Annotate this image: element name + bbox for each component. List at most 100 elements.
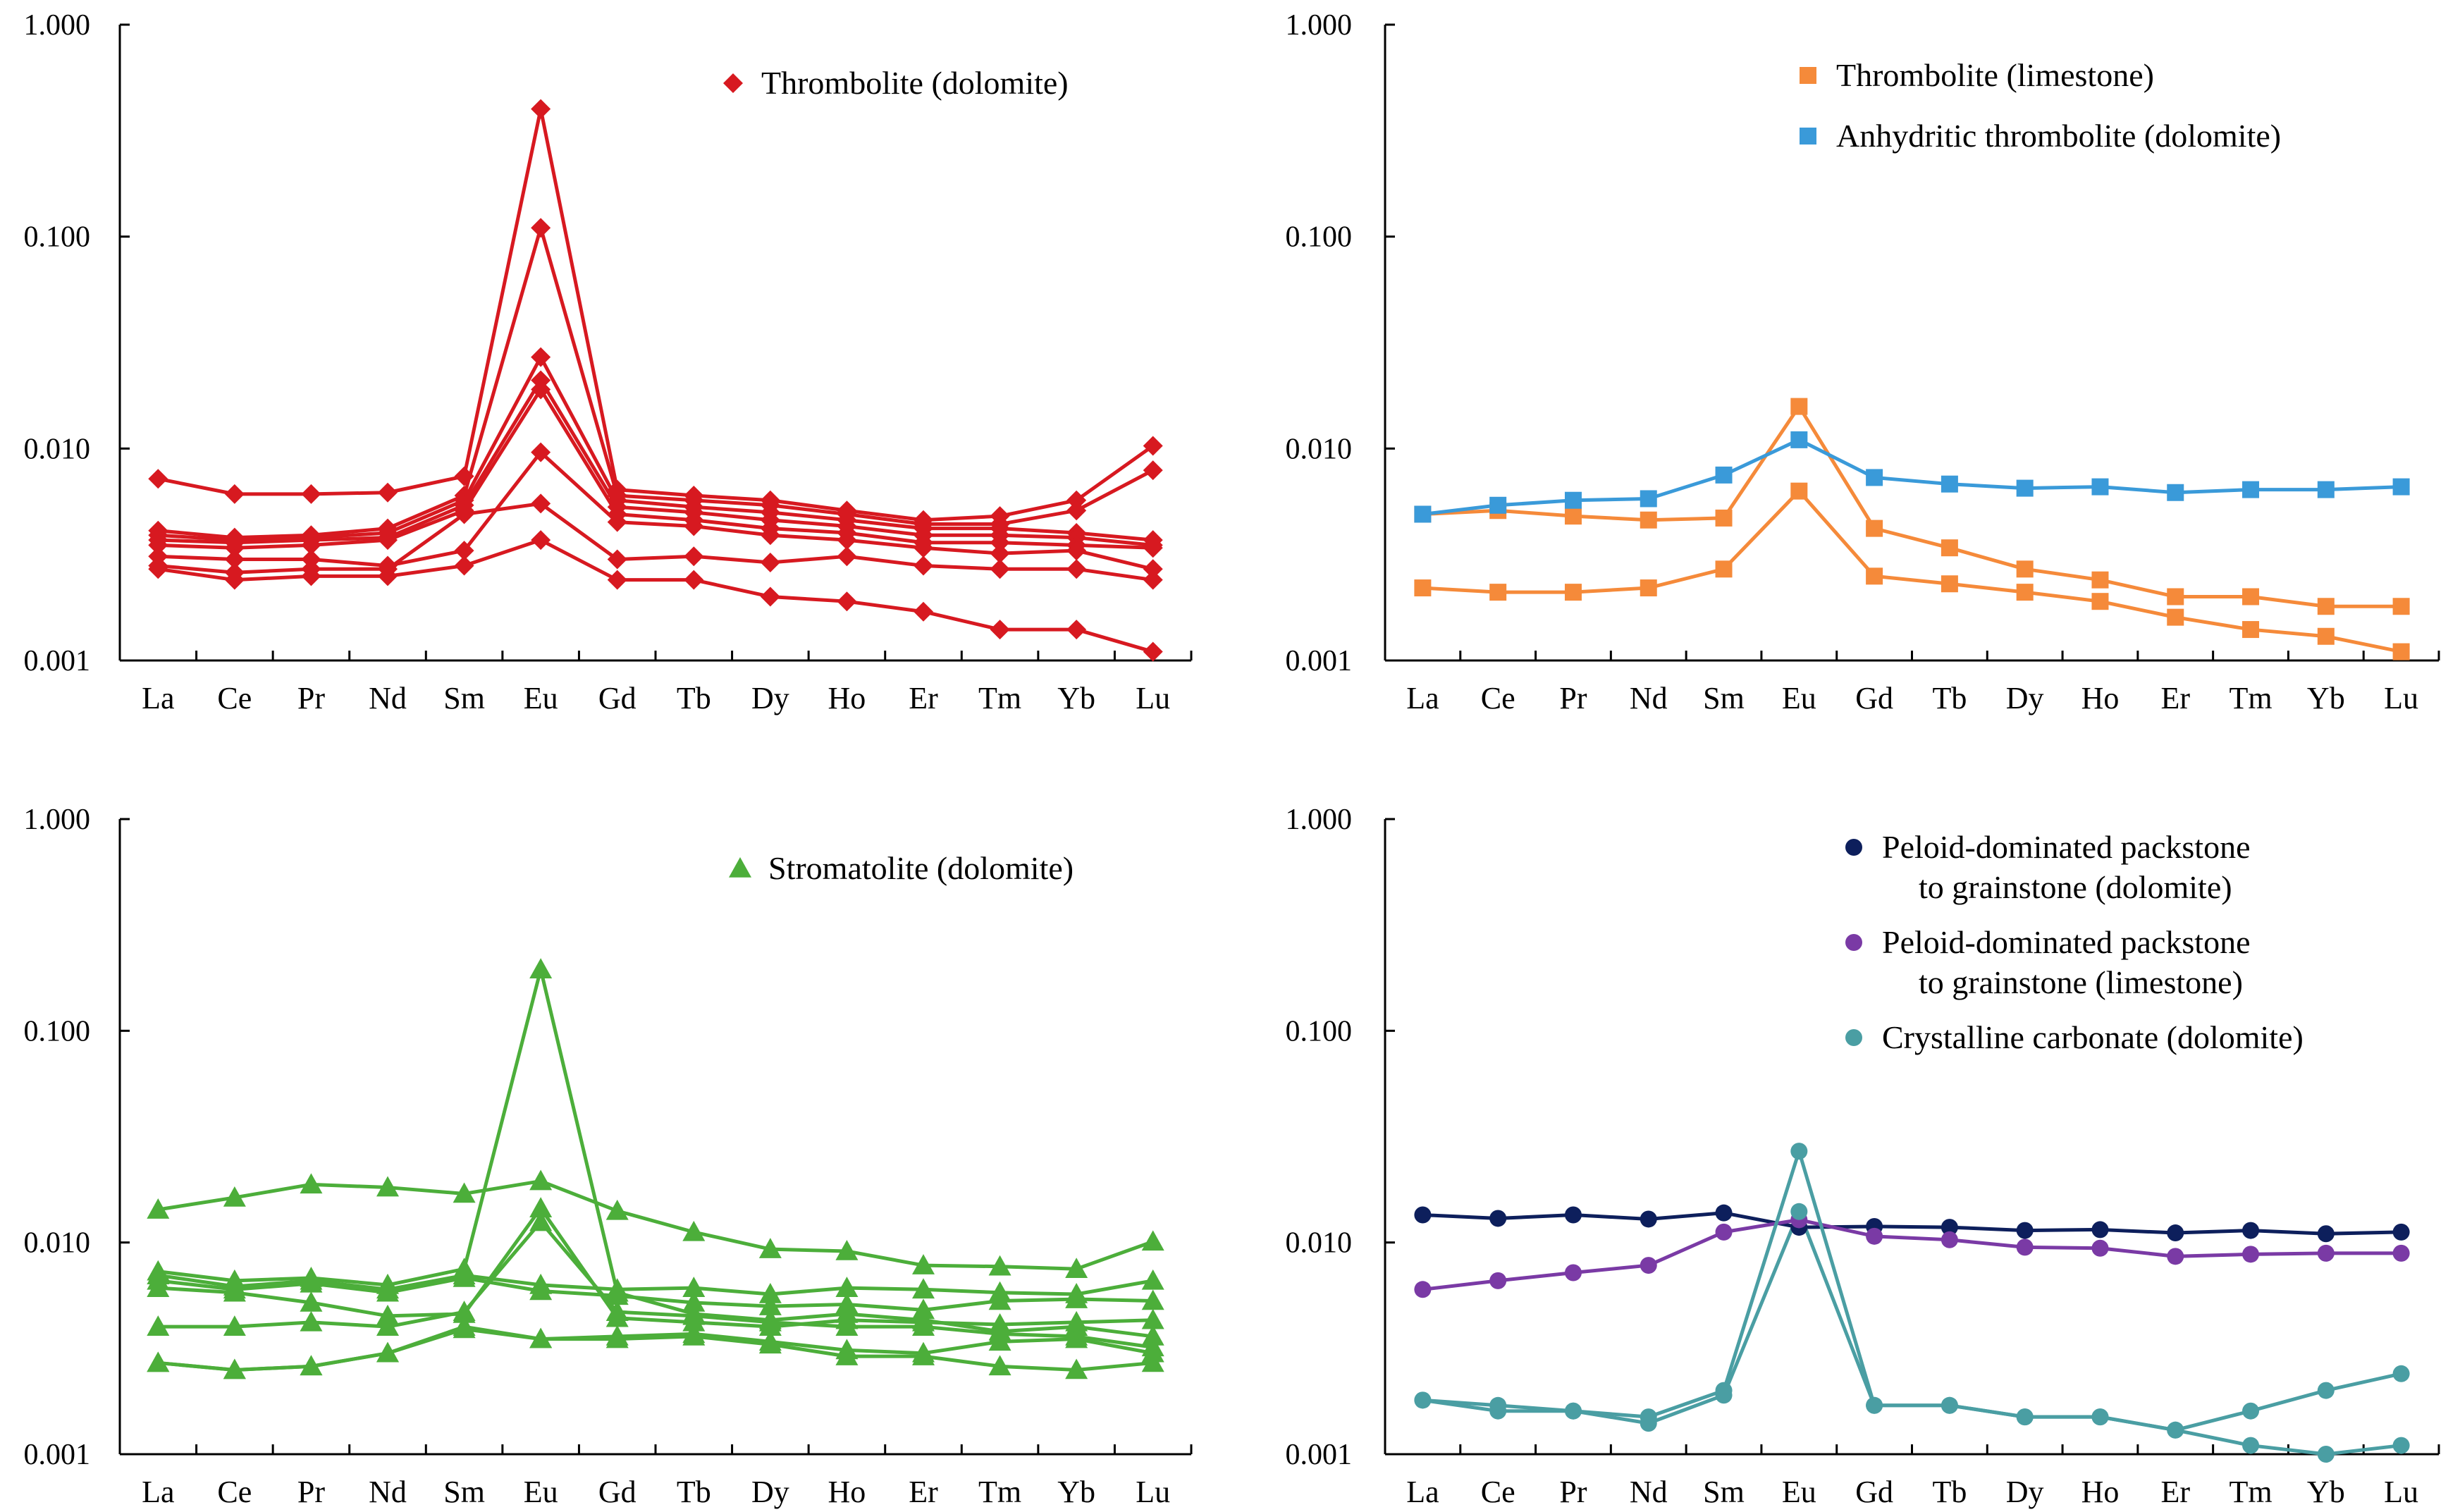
- data-point-ce: [1489, 496, 1507, 514]
- data-point-tm: [988, 1355, 1011, 1376]
- data-point-yb: [1065, 1310, 1088, 1332]
- series-markers-4: [1414, 1203, 2410, 1439]
- series-markers-1: [1414, 398, 2410, 615]
- data-point-tb: [682, 1324, 706, 1346]
- y-tick-label: 0.100: [1286, 221, 1353, 254]
- data-point-lu: [1141, 1324, 1164, 1346]
- x-tick-label-tm: Tm: [978, 681, 1021, 715]
- data-point-sm: [453, 1182, 476, 1203]
- data-point-nd: [1640, 490, 1657, 508]
- y-tick-label: 0.010: [24, 433, 91, 465]
- data-point-er: [914, 601, 933, 622]
- data-point-gd: [1866, 1227, 1883, 1245]
- data-point-nd: [376, 1281, 399, 1302]
- data-point-tb: [682, 1291, 706, 1312]
- data-point-tm: [990, 620, 1010, 640]
- data-point-tm: [990, 559, 1010, 579]
- x-tick-label-dy: Dy: [751, 1475, 789, 1509]
- data-point-tb: [682, 1220, 706, 1241]
- series-line-3: [157, 1273, 1154, 1296]
- series-line-5: [158, 1206, 1153, 1329]
- data-point-gd: [1866, 1396, 1883, 1414]
- data-point-yb: [2317, 598, 2335, 615]
- data-point-tb: [684, 570, 704, 590]
- data-point-ho: [837, 530, 857, 551]
- legend-circle-icon: [1845, 1029, 1862, 1046]
- legend-square-icon: [1800, 67, 1816, 84]
- x-tick-label-ho: Ho: [828, 1475, 866, 1509]
- data-point-sm: [1715, 1204, 1733, 1222]
- data-point-la: [147, 1351, 170, 1372]
- chart-panel-3: 1.000 0.100 0.010 0.001 La Ce Pr Nd Sm Eu Gd Tb Dy Ho…: [24, 804, 1193, 1509]
- data-point-pr: [301, 484, 321, 504]
- data-point-pr: [300, 1355, 323, 1376]
- x-tick-label-dy: Dy: [751, 681, 789, 715]
- series-line-4: [1422, 1210, 2402, 1432]
- series-markers-7: [147, 1317, 1164, 1379]
- series-markers-5: [148, 379, 1163, 558]
- data-point-ce: [1489, 1396, 1507, 1414]
- data-point-sm: [453, 1315, 476, 1336]
- data-point-lu: [1143, 460, 1163, 481]
- data-point-nd: [376, 1304, 399, 1325]
- data-point-ho: [2091, 478, 2109, 496]
- data-point-er: [914, 538, 933, 558]
- x-tick-label-ce: Ce: [217, 1475, 252, 1509]
- data-point-pr: [300, 1272, 323, 1293]
- legend-diamond-icon: [723, 73, 743, 93]
- legend-label: Stromatolite (dolomite): [768, 850, 1074, 886]
- data-point-sm: [1715, 1387, 1733, 1404]
- x-tick-label-pr: Pr: [1559, 1475, 1587, 1509]
- data-point-lu: [1143, 641, 1163, 662]
- x-tick-label-yb: Yb: [2307, 681, 2345, 715]
- x-tick-label-yb: Yb: [2307, 1475, 2345, 1509]
- data-point-nd: [1640, 579, 1657, 597]
- x-tick-label-er: Er: [2160, 681, 2190, 715]
- data-point-yb: [1065, 1358, 1088, 1379]
- data-point-tb: [1941, 1231, 1958, 1248]
- data-point-eu: [531, 530, 551, 551]
- series-line-8: [158, 1324, 1153, 1372]
- y-tick-label: 0.010: [1286, 1227, 1353, 1260]
- x-tick-label-nd: Nd: [1630, 1475, 1668, 1509]
- legend-label: Thrombolite (limestone): [1836, 57, 2154, 93]
- x-tick-label-tb: Tb: [1932, 1475, 1967, 1509]
- x-tick-label-tm: Tm: [2229, 681, 2272, 715]
- data-point-la: [1414, 505, 1432, 523]
- data-point-ce: [1489, 1272, 1507, 1289]
- x-tick-label-ce: Ce: [1481, 1475, 1515, 1509]
- data-point-nd: [1640, 1210, 1657, 1228]
- series-markers-3: [1414, 431, 2410, 523]
- data-point-dy: [758, 1238, 782, 1258]
- data-point-sm: [454, 504, 474, 524]
- data-point-nd: [1640, 1415, 1657, 1432]
- x-tick-label-ce: Ce: [1481, 681, 1515, 715]
- data-point-ho: [835, 1315, 859, 1336]
- data-point-yb: [1065, 1258, 1088, 1278]
- y-tick-label: 0.001: [1286, 1439, 1353, 1471]
- x-tick-label-gd: Gd: [1855, 1475, 1893, 1509]
- data-point-ho: [835, 1345, 859, 1365]
- data-point-tb: [682, 1304, 706, 1325]
- data-point-yb: [2317, 627, 2335, 645]
- data-point-pr: [1564, 1206, 1582, 1224]
- data-point-nd: [1640, 511, 1657, 529]
- series-line-2: [158, 226, 1154, 540]
- data-point-eu: [531, 99, 551, 119]
- y-tick-label: 0.100: [24, 221, 91, 254]
- series-line-1: [157, 107, 1155, 522]
- data-point-pr: [300, 1173, 323, 1194]
- series-markers-8: [148, 530, 1163, 662]
- data-point-gd: [1866, 520, 1883, 537]
- series-line-6: [158, 1220, 1154, 1349]
- x-tick-label-lu: Lu: [1136, 1475, 1170, 1509]
- data-point-dy: [758, 1282, 782, 1303]
- x-tick-label-sm: Sm: [443, 681, 485, 715]
- x-tick-label-er: Er: [2160, 1475, 2190, 1509]
- data-point-tm: [990, 532, 1010, 553]
- data-point-eu: [529, 1279, 553, 1301]
- data-point-nd: [376, 1341, 399, 1363]
- x-tick-label-yb: Yb: [1057, 1475, 1095, 1509]
- series-markers-1: [147, 1169, 1164, 1278]
